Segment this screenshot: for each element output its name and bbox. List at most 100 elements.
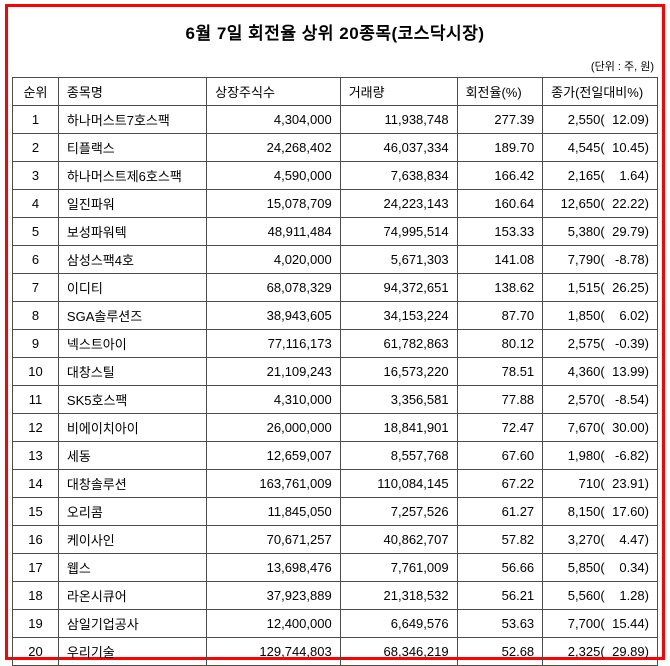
table-row: 15 오리콤 11,845,050 7,257,526 61.27 8,150(17.60… — [12, 497, 658, 526]
name-cell: SK5호스팩 — [57, 385, 208, 414]
change-percent: -8.78 — [615, 252, 645, 267]
volume-cell: 61,782,863 — [339, 329, 458, 358]
volume-cell: 21,318,532 — [339, 581, 458, 610]
table-row: 17 웹스 13,698,476 7,761,009 56.66 5,850(0.34) — [12, 553, 658, 582]
shares-cell: 26,000,000 — [206, 413, 341, 442]
volume-cell: 24,223,143 — [339, 189, 458, 218]
change-percent: 15.44 — [612, 616, 645, 631]
table-row: 18 라온시큐어 37,923,889 21,318,532 56.21 5,560(1.… — [12, 581, 658, 610]
table-row: 14 대창솔루션 163,761,009 110,084,145 67.22 710(23… — [12, 469, 658, 498]
name-cell: 비에이치아이 — [57, 413, 208, 442]
name-cell: 대창솔루션 — [57, 469, 208, 498]
table-row: 2 티플랙스 24,268,402 46,037,334 189.70 4,545(10.… — [12, 133, 658, 162]
rank-cell: 11 — [12, 385, 59, 414]
table-row: 5 보성파워텍 48,911,484 74,995,514 153.33 5,380(29… — [12, 217, 658, 246]
shares-cell: 48,911,484 — [206, 217, 341, 246]
rank-cell: 16 — [12, 525, 59, 554]
name-cell: 세동 — [57, 441, 208, 470]
close-cell: 2,550(12.09) — [542, 105, 658, 134]
close-cell: 12,650(22.22) — [542, 189, 658, 218]
shares-cell: 163,761,009 — [206, 469, 341, 498]
table-row: 10 대창스틸 21,109,243 16,573,220 78.51 4,360(13.… — [12, 357, 658, 386]
change-percent: 6.02 — [619, 308, 645, 323]
name-cell: 하나머스트제6호스팩 — [57, 161, 208, 190]
change-percent: 26.25 — [612, 280, 645, 295]
turnover-cell: 53.63 — [456, 609, 544, 638]
table-row: 4 일진파워 15,078,709 24,223,143 160.64 12,650(22… — [12, 189, 658, 218]
close-cell: 2,165(1.64) — [542, 161, 658, 190]
change-percent: 23.91 — [612, 476, 645, 491]
column-header: 회전율(%) — [456, 77, 544, 106]
change-percent: 13.99 — [612, 364, 645, 379]
rank-cell: 15 — [12, 497, 59, 526]
column-header: 상장주식수 — [206, 77, 341, 106]
table-row: 13 세동 12,659,007 8,557,768 67.60 1,980(-6.82) — [12, 441, 658, 470]
rank-cell: 4 — [12, 189, 59, 218]
change-percent: 1.28 — [619, 588, 645, 603]
shares-cell: 24,268,402 — [206, 133, 341, 162]
table-row: 20 우리기술 129,744,803 68,346,219 52.68 2,325(29… — [12, 637, 658, 666]
volume-cell: 11,938,748 — [339, 105, 458, 134]
volume-cell: 3,356,581 — [339, 385, 458, 414]
close-cell: 5,560(1.28) — [542, 581, 658, 610]
change-percent: 0.34 — [619, 560, 645, 575]
close-cell: 1,850(6.02) — [542, 301, 658, 330]
name-cell: 웹스 — [57, 553, 208, 582]
name-cell: 오리콤 — [57, 497, 208, 526]
table-row: 3 하나머스트제6호스팩 4,590,000 7,638,834 166.42 2,165… — [12, 161, 658, 190]
shares-cell: 70,671,257 — [206, 525, 341, 554]
shares-cell: 4,020,000 — [206, 245, 341, 274]
column-header: 순위 — [12, 77, 59, 106]
turnover-cell: 141.08 — [456, 245, 544, 274]
column-header: 거래량 — [339, 77, 458, 106]
name-cell: 삼일기업공사 — [57, 609, 208, 638]
turnover-cell: 56.21 — [456, 581, 544, 610]
column-header: 종가(전일대비%) — [542, 77, 658, 106]
volume-cell: 16,573,220 — [339, 357, 458, 386]
shares-cell: 21,109,243 — [206, 357, 341, 386]
shares-cell: 11,845,050 — [206, 497, 341, 526]
volume-cell: 74,995,514 — [339, 217, 458, 246]
table-row: 11 SK5호스팩 4,310,000 3,356,581 77.88 2,570(-8.… — [12, 385, 658, 414]
rank-cell: 18 — [12, 581, 59, 610]
turnover-cell: 80.12 — [456, 329, 544, 358]
table-row: 12 비에이치아이 26,000,000 18,841,901 72.47 7,670(3… — [12, 413, 658, 442]
table-row: 16 케이사인 70,671,257 40,862,707 57.82 3,270(4.4… — [12, 525, 658, 554]
shares-cell: 68,078,329 — [206, 273, 341, 302]
change-percent: 29.89 — [612, 644, 645, 659]
turnover-cell: 78.51 — [456, 357, 544, 386]
unit-note: (단위 : 주, 원) — [590, 61, 654, 73]
turnover-cell: 52.68 — [456, 637, 544, 666]
rank-cell: 1 — [12, 105, 59, 134]
rank-cell: 6 — [12, 245, 59, 274]
shares-cell: 12,400,000 — [206, 609, 341, 638]
close-cell: 7,670(30.00) — [542, 413, 658, 442]
turnover-cell: 277.39 — [456, 105, 544, 134]
turnover-cell: 56.66 — [456, 553, 544, 582]
volume-cell: 6,649,576 — [339, 609, 458, 638]
turnover-cell: 87.70 — [456, 301, 544, 330]
name-cell: 티플랙스 — [57, 133, 208, 162]
rank-cell: 3 — [12, 161, 59, 190]
volume-cell: 68,346,219 — [339, 637, 458, 666]
shares-cell: 4,590,000 — [206, 161, 341, 190]
turnover-cell: 61.27 — [456, 497, 544, 526]
change-percent: 12.09 — [612, 112, 645, 127]
name-cell: 라온시큐어 — [57, 581, 208, 610]
name-cell: SGA솔루션즈 — [57, 301, 208, 330]
rank-cell: 7 — [12, 273, 59, 302]
rank-cell: 17 — [12, 553, 59, 582]
shares-cell: 129,744,803 — [206, 637, 341, 666]
volume-cell: 7,257,526 — [339, 497, 458, 526]
table-body: 1 하나머스트7호스팩 4,304,000 11,938,748 277.39 2,550… — [12, 105, 658, 666]
close-cell: 2,570(-8.54) — [542, 385, 658, 414]
change-percent: 10.45 — [612, 140, 645, 155]
change-percent: 30.00 — [612, 420, 645, 435]
column-header: 종목명 — [57, 77, 208, 106]
close-cell: 8,150(17.60) — [542, 497, 658, 526]
rank-cell: 12 — [12, 413, 59, 442]
table-row: 8 SGA솔루션즈 38,943,605 34,153,224 87.70 1,850(6… — [12, 301, 658, 330]
table-row: 19 삼일기업공사 12,400,000 6,649,576 53.63 7,700(15… — [12, 609, 658, 638]
close-cell: 7,790(-8.78) — [542, 245, 658, 274]
shares-cell: 4,310,000 — [206, 385, 341, 414]
